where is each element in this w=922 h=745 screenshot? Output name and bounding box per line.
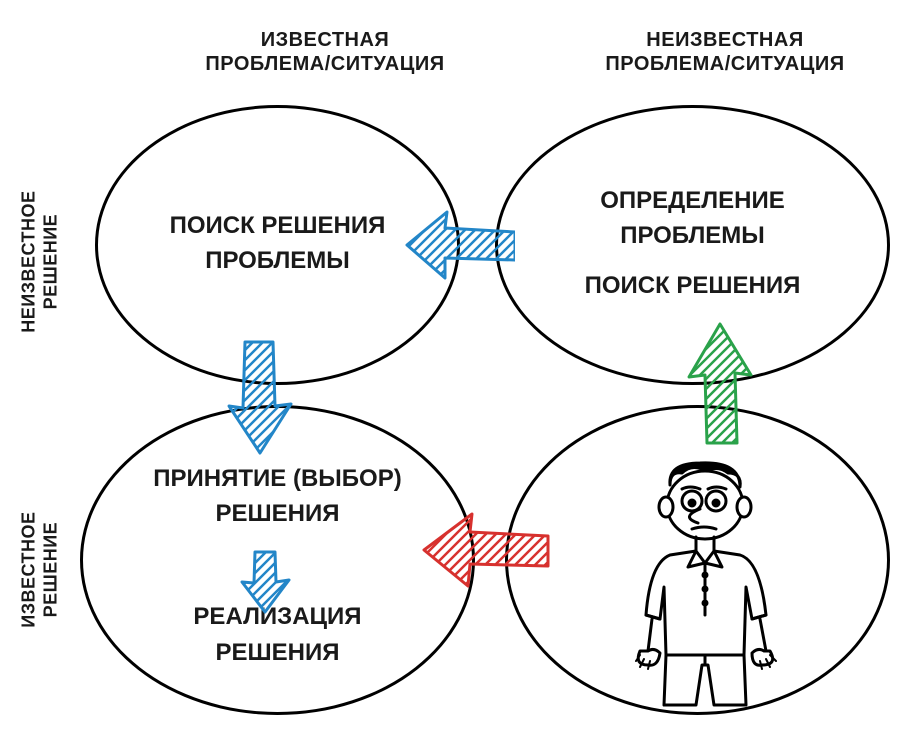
- bubble-tl-line1: ПОИСК РЕШЕНИЯ: [170, 210, 386, 241]
- col-left-line1: ИЗВЕСТНАЯ: [261, 29, 390, 51]
- col-right-line2: ПРОБЛЕМА/СИТУАЦИЯ: [605, 53, 844, 75]
- col-right-line1: НЕИЗВЕСТНАЯ: [646, 29, 803, 51]
- column-header-left: ИЗВЕСТНАЯ ПРОБЛЕМА/СИТУАЦИЯ: [190, 28, 460, 76]
- bubble-bl-line2: РЕШЕНИЯ: [216, 498, 340, 529]
- column-header-right: НЕИЗВЕСТНАЯ ПРОБЛЕМА/СИТУАЦИЯ: [580, 28, 870, 76]
- arrow-br-to-tr: [685, 320, 755, 445]
- arrow-tl-to-bl: [225, 340, 295, 455]
- person-cartoon: [610, 455, 800, 710]
- row-top-line1: НЕИЗВЕСТНОЕ: [18, 190, 38, 332]
- bubble-tl-line2: ПРОБЛЕМЫ: [205, 245, 350, 276]
- arrow-br-to-bl: [420, 510, 550, 590]
- arrow-mini-bl: [238, 550, 293, 615]
- diagram-stage: { "canvas": { "width": 922, "height": 74…: [0, 0, 922, 745]
- arrow-tr-to-tl: [405, 210, 515, 280]
- bubble-tr-line1: ОПРЕДЕЛЕНИЕ: [600, 185, 784, 216]
- row-bottom-line1: ИЗВЕСТНОЕ: [18, 511, 38, 627]
- bubble-bl-line1: ПРИНЯТИЕ (ВЫБОР): [153, 463, 401, 494]
- bubble-bl-line4: РЕШЕНИЯ: [216, 637, 340, 668]
- row-top-line2: РЕШЕНИЕ: [40, 214, 60, 310]
- bubble-tr-line2: ПРОБЛЕМЫ: [620, 220, 765, 251]
- row-header-bottom: ИЗВЕСТНОЕ РЕШЕНИЕ: [18, 470, 61, 670]
- row-bottom-line2: РЕШЕНИЕ: [40, 522, 60, 618]
- col-left-line2: ПРОБЛЕМА/СИТУАЦИЯ: [205, 53, 444, 75]
- row-header-top: НЕИЗВЕСТНОЕ РЕШЕНИЕ: [18, 162, 61, 362]
- bubble-tr-line4: ПОИСК РЕШЕНИЯ: [585, 270, 801, 301]
